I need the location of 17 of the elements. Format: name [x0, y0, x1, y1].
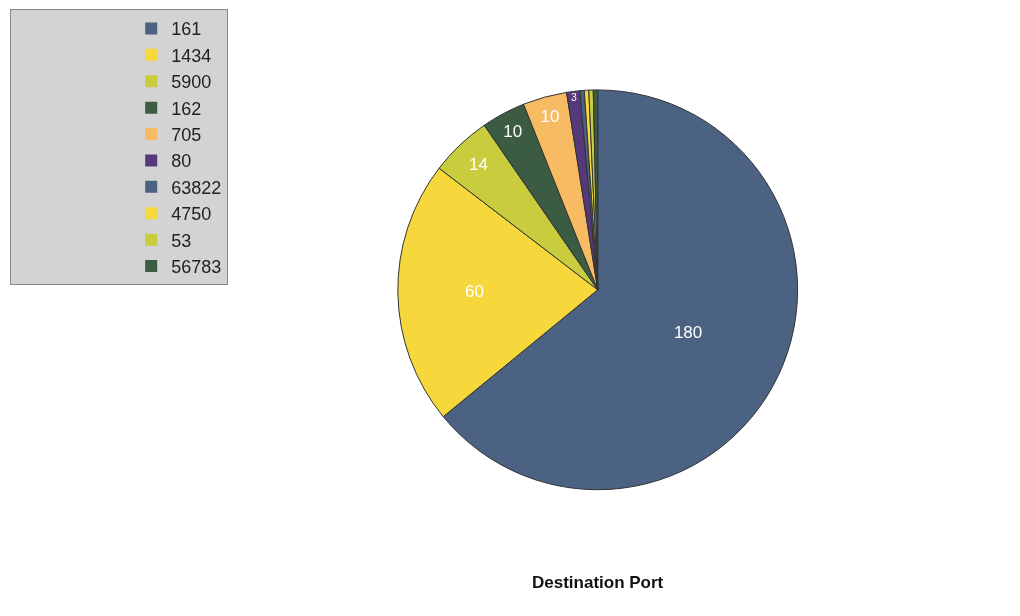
legend-label: 63822 [171, 177, 222, 198]
legend-label: 1434 [171, 45, 212, 66]
legend-label: 161 [171, 19, 202, 40]
data-label: 10 [540, 106, 560, 126]
data-label: 10 [503, 121, 523, 141]
legend-label: 53 [171, 230, 192, 251]
data-label: 3 [571, 92, 578, 104]
legend-label: 705 [171, 125, 202, 146]
legend-label: 56783 [171, 257, 222, 278]
legend-label: 4750 [171, 204, 212, 225]
legend-label: 5900 [171, 72, 212, 93]
data-label: 14 [469, 155, 489, 175]
text: Destination Port [532, 573, 664, 592]
legend-label: 80 [171, 151, 192, 172]
data-label: 180 [673, 323, 703, 343]
legend-label: 162 [171, 98, 202, 119]
data-label: 60 [465, 282, 484, 302]
